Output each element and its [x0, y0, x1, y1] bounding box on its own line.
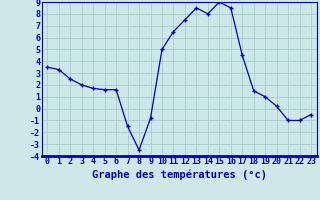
X-axis label: Graphe des températures (°c): Graphe des températures (°c) — [92, 169, 267, 180]
